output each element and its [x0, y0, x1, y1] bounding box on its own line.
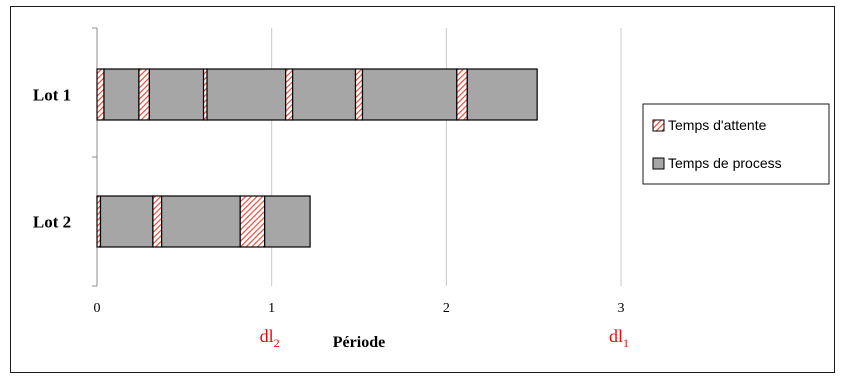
bar-segment-process-lot1-4 — [148, 68, 205, 121]
chart-frame — [10, 6, 835, 373]
legend-label-waiting: Temps d'attente — [668, 117, 767, 133]
bar-segment-process-lot2-4 — [161, 195, 241, 248]
x-tick-label-0: 0 — [94, 301, 101, 316]
x-axis-label: Période — [333, 334, 385, 351]
category-label-1: Lot 1 — [33, 86, 71, 105]
x-tick-label-1: 1 — [268, 301, 275, 316]
bar-segment-process-lot1-8 — [292, 68, 357, 121]
deadline-label-dl2: dl2 — [260, 326, 280, 350]
bar-segment-waiting-lot2-3 — [152, 195, 163, 248]
bar-segment-waiting-lot1-3 — [138, 68, 150, 121]
legend-box — [642, 103, 830, 185]
bar-segment-process-lot2-2 — [99, 195, 154, 248]
bar-segment-process-lot1-6 — [206, 68, 287, 121]
bars — [96, 68, 538, 248]
bar-segment-waiting-lot1-11 — [456, 68, 468, 121]
x-tick-label-3: 3 — [618, 301, 625, 316]
bar-segment-process-lot1-10 — [361, 68, 458, 121]
legend-label-process: Temps de process — [668, 155, 782, 171]
legend: Temps d'attente Temps de process — [642, 103, 830, 185]
legend-swatch-waiting — [652, 119, 665, 132]
x-tick-label-2: 2 — [443, 301, 450, 316]
legend-swatch-process — [652, 157, 665, 170]
deadline-label-dl1: dl1 — [609, 326, 629, 350]
axes — [92, 27, 98, 287]
bar-segment-waiting-lot2-5 — [239, 195, 266, 248]
bar-segment-process-lot2-6 — [264, 195, 311, 248]
bar-segment-waiting-lot1-1 — [96, 68, 105, 121]
category-label-2: Lot 2 — [33, 213, 71, 232]
bar-segment-waiting-lot1-9 — [354, 68, 364, 121]
bar-segment-waiting-lot1-7 — [285, 68, 294, 121]
gridlines — [271, 28, 622, 286]
labels: Période 0 1 2 3 Lot 1 Lot 2 dl2 dl1 — [33, 86, 629, 352]
bar-segment-process-lot1-2 — [103, 68, 140, 121]
bar-segment-process-lot1-12 — [466, 68, 538, 121]
